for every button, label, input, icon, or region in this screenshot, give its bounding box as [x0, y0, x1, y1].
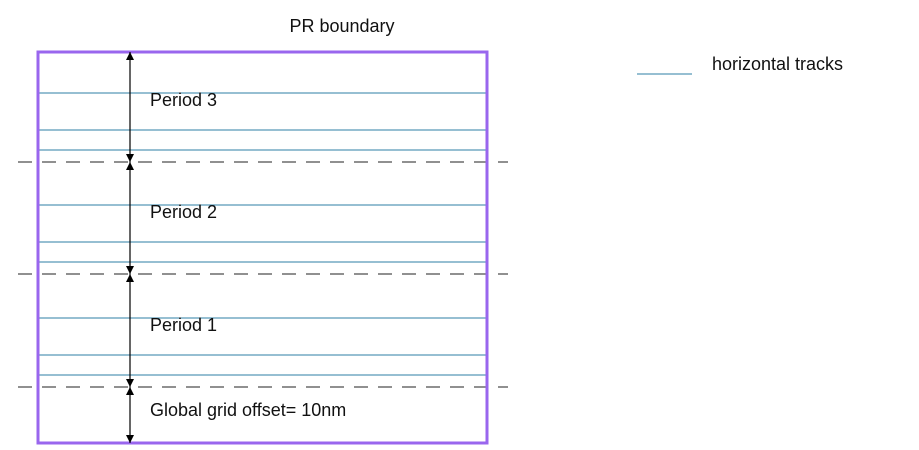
pr-boundary-rect [36, 50, 489, 445]
global-grid-offset-label: Global grid offset= 10nm [150, 400, 346, 420]
legend-label: horizontal tracks [712, 54, 843, 74]
period-3-label: Period 3 [150, 90, 217, 110]
diagram-title: PR boundary [289, 16, 394, 36]
period-1-label: Period 1 [150, 315, 217, 335]
period-2-label: Period 2 [150, 202, 217, 222]
